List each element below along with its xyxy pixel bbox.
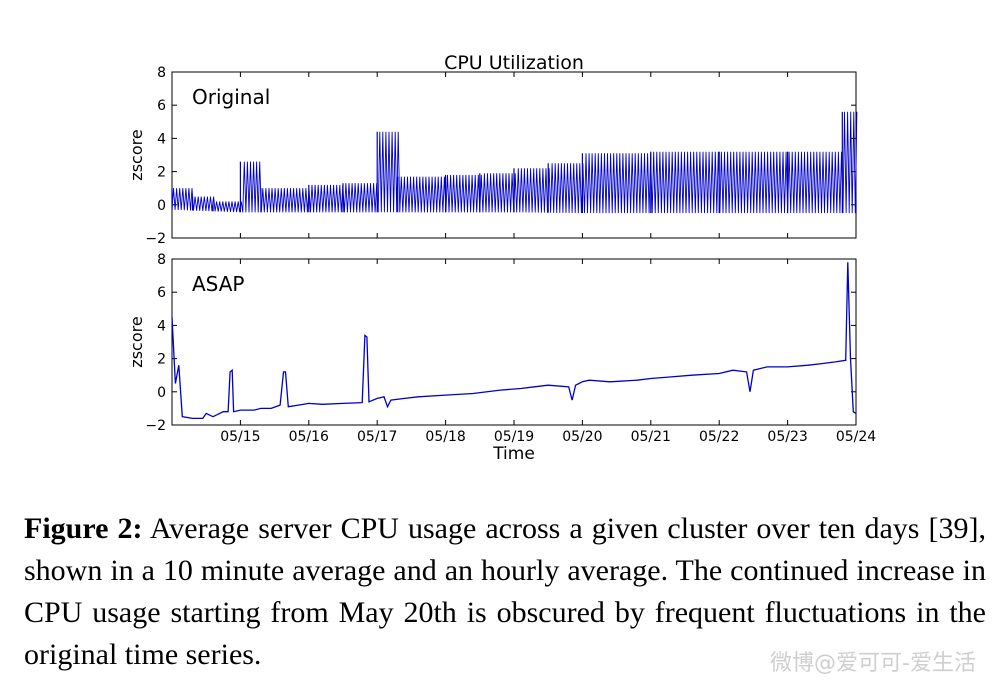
- caption-text: Average server CPU usage across a given …: [24, 512, 986, 671]
- x-tick-label: 05/24: [836, 429, 876, 445]
- caption-label: Figure 2:: [24, 512, 143, 545]
- y-axis-label: zscore: [127, 129, 146, 180]
- panel-label: ASAP: [192, 272, 245, 296]
- series-line-original: [171, 111, 858, 214]
- x-tick-label: 05/19: [494, 429, 534, 445]
- y-tick-label: 2: [157, 352, 166, 368]
- y-tick-label: 2: [157, 165, 166, 181]
- x-tick-label: 05/17: [357, 429, 397, 445]
- watermark: 微博@爱可可-爱生活: [770, 651, 976, 676]
- panel-label: Original: [192, 85, 270, 109]
- y-tick-label: 8: [157, 65, 166, 81]
- x-tick-label: 05/20: [562, 429, 602, 445]
- plot-frame: [171, 258, 857, 426]
- y-tick-label: 8: [157, 252, 166, 268]
- y-tick-label: 6: [157, 285, 166, 301]
- chart-panel-asap: −2 0 2 4 6 8 zscore ASAP 05/15 05/16 05/17 05/18 05/…: [127, 252, 876, 464]
- y-tick-label: 0: [157, 385, 166, 401]
- y-tick-label: 6: [157, 98, 166, 114]
- y-tick-label: −2: [145, 231, 166, 247]
- figure-canvas: −2 0 2 4 6 8 zscore Original CPU Utilization −2 0…: [127, 52, 876, 464]
- series-line-asap: [171, 262, 857, 420]
- y-tick-label: 4: [157, 131, 166, 147]
- chart-title: CPU Utilization: [444, 52, 584, 74]
- x-tick-label: 05/22: [699, 429, 739, 445]
- y-tick-label: −2: [145, 418, 166, 434]
- x-tick-label: 05/21: [631, 429, 671, 445]
- chart-panel-original: −2 0 2 4 6 8 zscore Original CPU Utilization: [127, 52, 858, 247]
- x-tick-label: 05/15: [220, 429, 260, 445]
- x-tick-label: 05/16: [289, 429, 329, 445]
- y-tick-label: 4: [157, 318, 166, 334]
- figure-caption: Figure 2: Average server CPU usage acros…: [24, 508, 986, 676]
- x-axis-label: Time: [492, 444, 535, 464]
- x-tick-label: 05/23: [767, 429, 807, 445]
- y-axis-label: zscore: [127, 316, 146, 367]
- x-tick-label: 05/18: [425, 429, 465, 445]
- y-tick-label: 0: [157, 198, 166, 214]
